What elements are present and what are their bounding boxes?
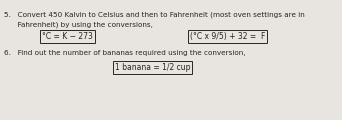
Text: (°C x 9/5) + 32 =  F: (°C x 9/5) + 32 = F xyxy=(190,32,265,41)
Text: °C = K − 273: °C = K − 273 xyxy=(42,32,93,41)
Text: 5.   Convert 450 Kalvin to Celsius and then to Fahrenheit (most oven settings ar: 5. Convert 450 Kalvin to Celsius and the… xyxy=(4,12,305,18)
Text: 1 banana = 1/2 cup: 1 banana = 1/2 cup xyxy=(115,63,190,72)
Text: Fahrenheit) by using the conversions,: Fahrenheit) by using the conversions, xyxy=(4,22,153,29)
Text: 6.   Find out the number of bananas required using the conversion,: 6. Find out the number of bananas requir… xyxy=(4,50,246,56)
